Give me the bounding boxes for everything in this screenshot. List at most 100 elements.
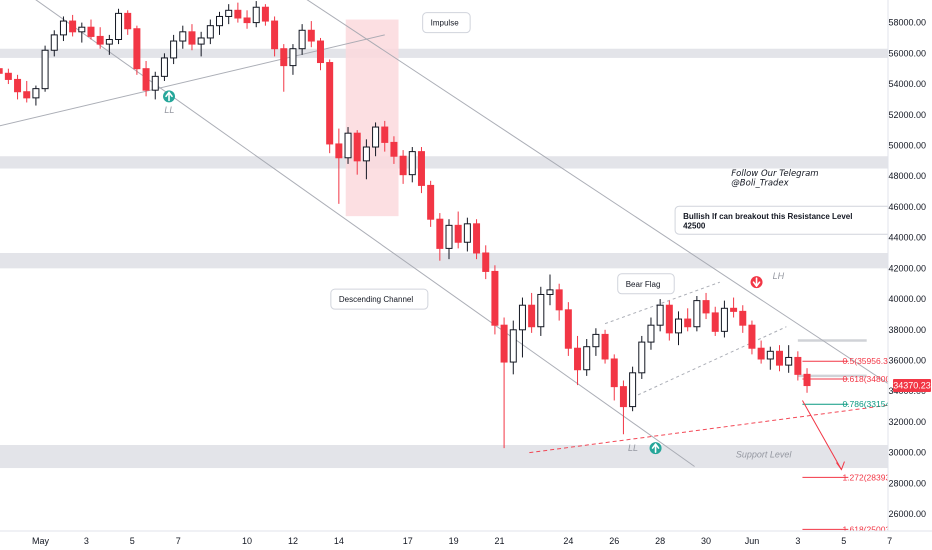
- candle: [711, 306, 719, 336]
- candle: [124, 10, 132, 35]
- candle-body: [408, 151, 416, 176]
- candle-body: [160, 57, 168, 77]
- candle: [592, 328, 600, 356]
- candle-body: [665, 304, 673, 334]
- price-axis[interactable]: 26000.0028000.0030000.0032000.0034000.00…: [888, 18, 931, 520]
- candle-body: [298, 29, 306, 50]
- candle-body: [574, 347, 582, 371]
- bullish1-callout-box[interactable]: [674, 205, 898, 235]
- target-arrow-head: [836, 461, 845, 471]
- candle: [757, 340, 765, 364]
- candle-body: [720, 307, 728, 332]
- lh-label: LH: [773, 271, 785, 281]
- candle-body: [243, 17, 251, 24]
- price-tick-label: 30000.00: [888, 448, 926, 458]
- candle: [766, 346, 774, 370]
- candle: [243, 10, 251, 29]
- candle: [252, 1, 260, 28]
- candle-body: [730, 307, 738, 312]
- candle: [647, 317, 655, 350]
- candle: [115, 8, 123, 45]
- candle-body: [610, 358, 618, 388]
- candle-body: [473, 223, 481, 254]
- candle: [629, 366, 637, 412]
- impulse-box: [345, 19, 399, 217]
- candle-body: [50, 34, 58, 51]
- time-axis[interactable]: May 3 5 7 10 12 14 17 19 21 24 26 28 30 Jun 3 5 7: [32, 536, 892, 546]
- candle: [307, 21, 315, 48]
- candle: [197, 31, 205, 57]
- candle: [59, 16, 67, 42]
- bear-flag-text: Bear Flag: [626, 280, 661, 289]
- plot-area[interactable]: 0.5(35956.38) 0.618(34800.36) 0.786(33154.…: [0, 0, 932, 534]
- candle: [96, 27, 104, 49]
- candle: [69, 14, 77, 37]
- candle: [803, 368, 811, 393]
- time-tick-label: 5: [130, 536, 135, 546]
- candle: [482, 245, 490, 280]
- candle-body: [427, 184, 435, 220]
- candle-body: [757, 347, 765, 360]
- candle-body: [307, 29, 315, 42]
- candle-body: [261, 6, 269, 22]
- candle: [454, 211, 462, 249]
- candle: [684, 308, 692, 332]
- time-tick-label: 12: [288, 536, 298, 546]
- candle-body: [59, 20, 67, 36]
- flag-top-line-4[interactable]: [604, 281, 720, 325]
- candle: [133, 25, 141, 75]
- candle-body: [326, 62, 334, 145]
- candle: [261, 4, 269, 26]
- candle: [775, 345, 783, 372]
- candle-body: [592, 333, 600, 348]
- candle-body: [225, 9, 233, 17]
- candle: [381, 120, 389, 152]
- price-tick-label: 58000.00: [888, 18, 926, 28]
- flag-bottom-line-5[interactable]: [632, 326, 787, 398]
- candle-body: [794, 356, 802, 375]
- channel-upper-line-0[interactable]: [300, 0, 932, 468]
- candle: [4, 68, 12, 85]
- candle: [463, 217, 471, 252]
- candle: [289, 44, 297, 75]
- candle: [408, 147, 416, 183]
- candle: [509, 320, 517, 375]
- candle: [206, 19, 214, 45]
- candle: [473, 219, 481, 260]
- bullish1-text: Bullish If can breakout this Resistance …: [683, 212, 852, 221]
- candle: [280, 44, 288, 92]
- candle-body: [739, 310, 747, 326]
- candle-body: [87, 26, 95, 37]
- time-tick-label: 24: [563, 536, 573, 546]
- candle-body: [390, 141, 398, 157]
- candle-body: [197, 37, 205, 45]
- candle-body: [518, 304, 526, 331]
- candle: [170, 34, 178, 65]
- candle: [720, 300, 728, 338]
- candle: [702, 292, 710, 320]
- candle-body: [684, 318, 692, 328]
- time-tick-label: 5: [841, 536, 846, 546]
- time-tick-label: 14: [334, 536, 344, 546]
- impulse-callout-box[interactable]: [422, 12, 471, 34]
- time-tick-label: 28: [655, 536, 665, 546]
- candle-body: [252, 6, 260, 24]
- candle-body: [629, 372, 637, 408]
- desc-channel-callout-box[interactable]: [330, 288, 429, 310]
- candle-body: [702, 300, 710, 314]
- channel-lower-line-1[interactable]: [29, 0, 695, 467]
- bullish2-text: 42500: [683, 221, 706, 230]
- price-tick-label: 32000.00: [888, 417, 926, 427]
- candle: [739, 305, 747, 333]
- price-tick-label: 46000.00: [888, 202, 926, 212]
- candle: [537, 286, 545, 336]
- candle: [188, 24, 196, 51]
- candle-body: [555, 289, 563, 311]
- candle-body: [711, 312, 719, 332]
- candle: [417, 147, 425, 194]
- time-tick-label: Jun: [745, 536, 760, 546]
- bear-flag-callout-box[interactable]: [617, 273, 675, 295]
- candle: [675, 311, 683, 346]
- support-trendline-line-3[interactable]: [529, 399, 932, 454]
